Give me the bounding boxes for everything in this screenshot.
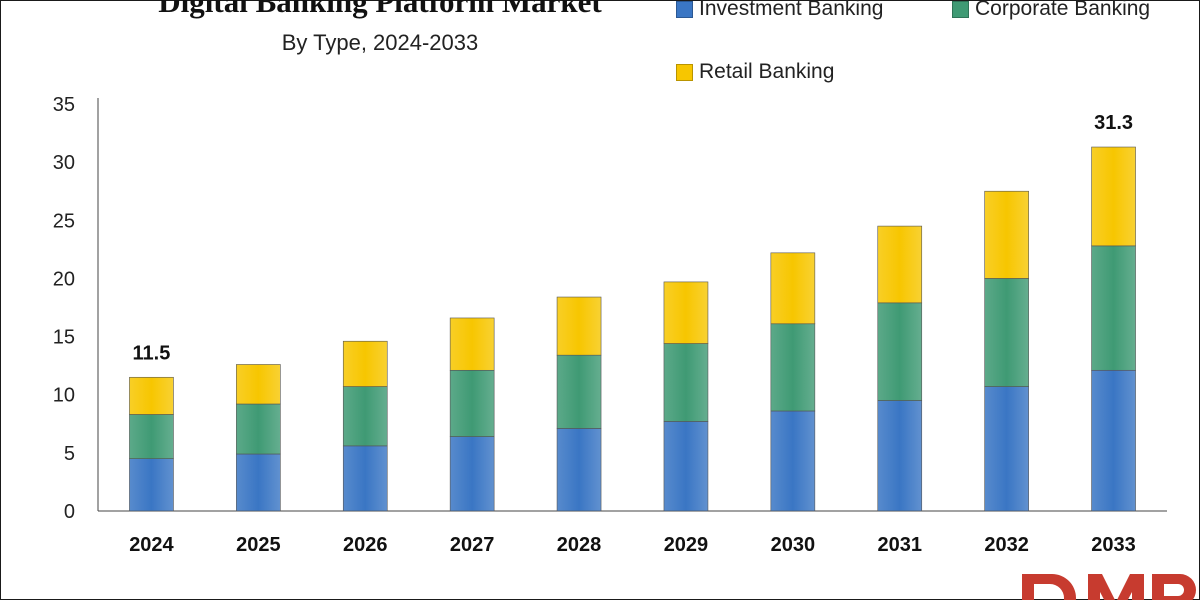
bar-investment-banking-2031 <box>877 400 923 512</box>
x-tick-label: 2027 <box>450 534 495 556</box>
bar-corporate-banking-2031 <box>877 302 923 401</box>
x-tick-label: 2028 <box>557 534 602 556</box>
bar-retail-banking-2027 <box>449 317 495 371</box>
bar-retail-banking-2028 <box>556 296 602 356</box>
bar-investment-banking-2029 <box>663 421 709 512</box>
bar-corporate-banking-2029 <box>663 343 709 422</box>
bar-investment-banking-2026 <box>342 445 388 512</box>
y-tick-label: 10 <box>53 385 75 407</box>
bar-corporate-banking-2033 <box>1091 245 1136 371</box>
y-tick-label: 15 <box>53 327 75 349</box>
chart-subtitle: By Type, 2024-2033 <box>281 30 479 55</box>
bar-retail-banking-2033 <box>1091 146 1136 247</box>
bar-investment-banking-2032 <box>984 386 1029 512</box>
y-tick-label: 35 <box>53 94 75 116</box>
bar-retail-banking-2029 <box>663 281 709 344</box>
x-tick-label: 2029 <box>664 534 709 556</box>
bar-corporate-banking-2025 <box>236 403 281 455</box>
dmr-logo <box>1018 560 1200 600</box>
bar-corporate-banking-2028 <box>556 354 602 429</box>
bar-retail-banking-2024 <box>129 376 174 415</box>
y-tick-label: 20 <box>53 268 75 290</box>
chart-title: Digital Banking Platform Market <box>158 0 602 19</box>
x-tick-label: 2032 <box>984 534 1029 556</box>
total-data-label-2033: 31.3 <box>1094 112 1133 134</box>
bar-retail-banking-2032 <box>984 190 1029 279</box>
x-tick-label: 2031 <box>878 534 923 556</box>
bar-investment-banking-2030 <box>770 410 816 512</box>
legend-item-investment-banking: Investment Banking <box>676 0 883 21</box>
bar-investment-banking-2027 <box>449 436 495 512</box>
bar-retail-banking-2031 <box>877 225 923 304</box>
legend-item-retail-banking: Retail Banking <box>676 60 834 84</box>
x-tick-label: 2024 <box>129 534 174 556</box>
bar-corporate-banking-2027 <box>449 369 495 437</box>
legend-swatch-corporate-banking <box>952 0 969 18</box>
y-tick-label: 30 <box>53 152 75 174</box>
legend-label-corporate-banking: Corporate Banking <box>975 0 1151 20</box>
legend-swatch-retail-banking <box>676 63 693 81</box>
bar-corporate-banking-2024 <box>129 414 174 459</box>
x-tick-label: 2025 <box>236 534 281 556</box>
bar-investment-banking-2033 <box>1091 369 1136 512</box>
bar-retail-banking-2030 <box>770 252 816 325</box>
x-tick-label: 2033 <box>1091 534 1136 556</box>
bar-corporate-banking-2030 <box>770 323 816 412</box>
legend-label-retail-banking: Retail Banking <box>699 60 835 83</box>
bar-retail-banking-2025 <box>236 364 281 405</box>
bar-retail-banking-2026 <box>342 340 388 387</box>
bar-investment-banking-2024 <box>129 458 174 512</box>
y-tick-label: 0 <box>64 501 75 523</box>
bar-corporate-banking-2026 <box>342 386 388 447</box>
total-data-label-2024: 11.5 <box>133 342 171 364</box>
y-tick-label: 25 <box>53 210 75 232</box>
bar-investment-banking-2025 <box>236 453 281 512</box>
y-tick-label: 5 <box>64 443 75 465</box>
legend-item-corporate-banking: Corporate Banking <box>952 0 1150 21</box>
bar-corporate-banking-2032 <box>984 278 1029 387</box>
x-tick-label: 2026 <box>343 534 388 556</box>
bar-investment-banking-2028 <box>556 428 602 512</box>
legend-swatch-investment-banking <box>676 0 693 18</box>
x-tick-label: 2030 <box>771 534 816 556</box>
legend-label-investment-banking: Investment Banking <box>699 0 884 20</box>
